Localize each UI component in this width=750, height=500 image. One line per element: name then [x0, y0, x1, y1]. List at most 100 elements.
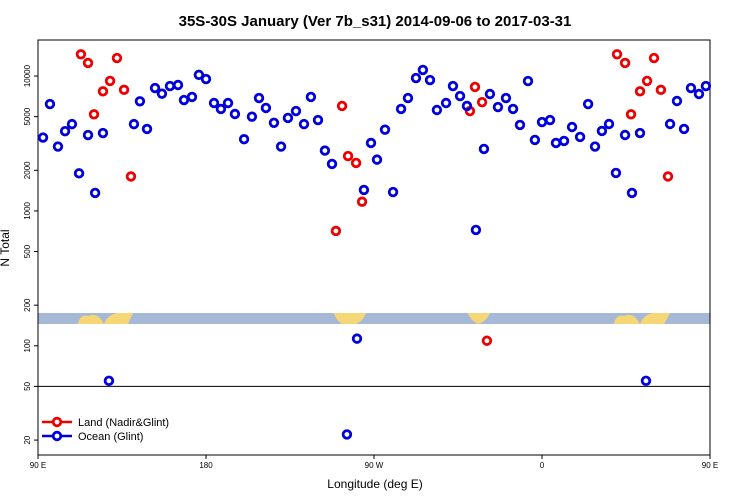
- y-tick-label: 10000: [23, 64, 32, 87]
- point: [156, 88, 168, 99]
- point: [424, 74, 436, 86]
- point: [481, 335, 493, 346]
- point: [222, 97, 234, 109]
- point: [89, 187, 101, 199]
- y-tick-label: 50: [23, 381, 32, 390]
- point: [648, 52, 660, 64]
- point: [440, 97, 452, 109]
- point: [574, 131, 586, 143]
- x-tick-label: 90 W: [365, 461, 384, 470]
- point: [431, 104, 443, 116]
- point: [410, 72, 422, 84]
- point: [550, 137, 562, 149]
- point: [379, 124, 391, 135]
- point: [312, 114, 324, 126]
- point: [640, 375, 652, 387]
- point: [37, 132, 49, 143]
- point: [461, 100, 473, 112]
- point: [229, 108, 241, 120]
- point: [193, 69, 205, 81]
- point: [603, 118, 615, 130]
- point: [365, 137, 377, 149]
- point: [566, 121, 578, 133]
- map-strip: [38, 313, 710, 324]
- point: [529, 134, 541, 146]
- point: [103, 375, 115, 387]
- legend-marker: [51, 416, 63, 428]
- point: [341, 429, 353, 440]
- chart-title: 35S-30S January (Ver 7b_s31) 2014-09-06 …: [179, 13, 572, 30]
- point: [52, 141, 64, 152]
- point: [655, 84, 667, 96]
- legend-label: Ocean (Glint): [78, 431, 143, 443]
- point: [685, 82, 697, 94]
- plot-frame: [37, 39, 711, 456]
- y-tick-label: 5000: [23, 107, 32, 125]
- x-tick-label: 90 E: [702, 461, 718, 470]
- x-tick-label: 90 E: [30, 461, 46, 470]
- point: [104, 75, 116, 87]
- point: [178, 94, 190, 106]
- point: [626, 187, 638, 199]
- y-tick-label: 1000: [23, 201, 32, 219]
- legend-label: Land (Nadir&Glint): [78, 417, 169, 429]
- point: [268, 117, 280, 129]
- point: [290, 105, 302, 117]
- series: [75, 49, 674, 346]
- point: [596, 125, 608, 137]
- point: [641, 75, 653, 87]
- point: [589, 141, 601, 152]
- y-tick-label: 500: [23, 244, 32, 258]
- point: [350, 157, 362, 169]
- point: [59, 125, 71, 137]
- point: [492, 101, 504, 113]
- point: [678, 123, 690, 135]
- point: [200, 73, 212, 85]
- point: [330, 225, 342, 237]
- point: [478, 143, 490, 155]
- point: [558, 135, 570, 147]
- point: [238, 134, 250, 145]
- point: [522, 75, 534, 87]
- point: [454, 90, 466, 102]
- point: [611, 49, 623, 60]
- point: [395, 103, 407, 115]
- x-tick-label: 0: [540, 461, 545, 470]
- point: [118, 84, 130, 96]
- point: [88, 109, 100, 120]
- y-tick-label: 2000: [23, 161, 32, 179]
- point: [172, 79, 184, 91]
- y-tick-label: 20: [23, 435, 32, 444]
- y-tick-label: 200: [23, 298, 32, 312]
- point: [619, 57, 631, 69]
- point: [700, 80, 712, 92]
- x-tick-label: 180: [199, 461, 213, 470]
- point: [507, 103, 519, 115]
- point: [514, 119, 526, 131]
- point: [246, 111, 258, 122]
- point: [66, 118, 78, 130]
- point: [476, 96, 488, 108]
- point: [260, 102, 272, 114]
- point: [149, 82, 161, 94]
- y-tick-label: 100: [23, 339, 32, 353]
- point: [536, 116, 548, 128]
- point: [500, 92, 512, 104]
- legend-marker: [51, 430, 63, 442]
- point: [356, 196, 368, 207]
- point: [75, 49, 87, 60]
- point: [336, 100, 348, 112]
- point: [326, 158, 338, 170]
- series: [37, 64, 712, 440]
- point: [634, 127, 646, 139]
- point: [82, 57, 94, 69]
- point: [358, 184, 370, 196]
- point: [582, 98, 594, 110]
- point: [417, 64, 429, 76]
- point: [319, 145, 331, 156]
- point: [111, 52, 123, 64]
- legend: Land (Nadir&Glint) Ocean (Glint): [42, 416, 169, 443]
- point: [342, 150, 354, 162]
- point: [544, 114, 556, 126]
